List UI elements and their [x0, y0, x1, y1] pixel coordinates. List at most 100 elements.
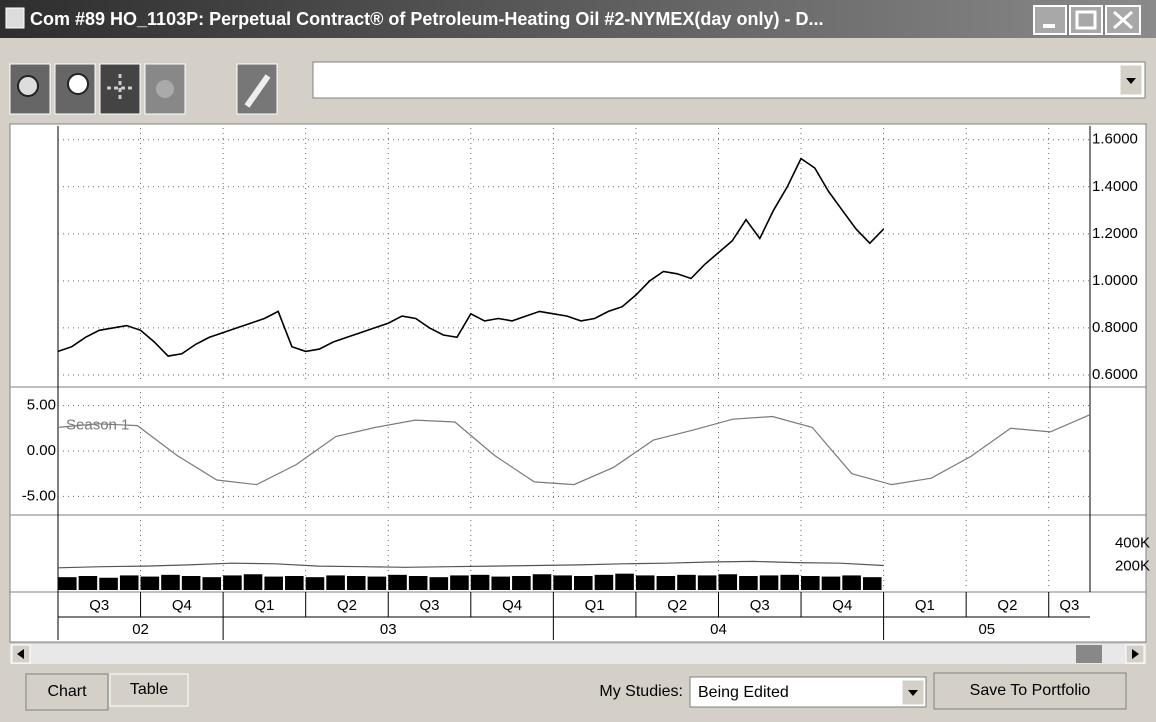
volume-bar	[264, 576, 283, 590]
series-line	[57, 560, 884, 569]
y-tick-label: 1.6000	[1092, 131, 1138, 148]
quarter-label: Q3	[1059, 597, 1079, 614]
volume-bar	[388, 574, 407, 590]
scroll-right-icon	[1132, 649, 1139, 659]
quarter-label: Q2	[667, 597, 687, 614]
volume-bar	[367, 576, 387, 590]
quarter-label: Q1	[915, 597, 935, 614]
volume-bar	[697, 575, 717, 590]
scroll-thumb[interactable]	[1076, 645, 1102, 663]
studies-icon	[156, 80, 174, 98]
volume-bar	[821, 576, 841, 590]
volume-bar	[243, 574, 263, 590]
zoom-in-button[interactable]	[54, 63, 96, 115]
quarter-label: Q2	[997, 597, 1017, 614]
volume-bar	[739, 576, 758, 590]
app-icon	[5, 7, 25, 29]
y-tick-label: 0.6000	[1092, 366, 1138, 383]
volume-bar	[759, 575, 779, 590]
volume-bar	[223, 575, 242, 590]
minimize-icon	[1043, 24, 1055, 28]
y-tick-label: 200K	[1115, 558, 1150, 575]
volume-bar	[862, 577, 882, 590]
volume-bar	[842, 575, 861, 590]
y-tick-label: 5.00	[27, 397, 56, 414]
volume-bar	[99, 577, 118, 590]
y-tick-label: 400K	[1115, 534, 1150, 551]
maximize-icon	[1075, 10, 1097, 30]
toolbar	[9, 61, 1146, 115]
quarter-label: Q3	[89, 597, 109, 614]
volume-bar	[553, 575, 572, 590]
quarter-label: Q3	[420, 597, 440, 614]
volume-bar	[78, 576, 98, 590]
year-label: 05	[978, 621, 995, 638]
studies-arrow-icon	[908, 690, 918, 696]
volume-bar	[202, 577, 222, 590]
volume-bar	[326, 575, 345, 590]
chart-tab-label: Chart	[47, 683, 87, 700]
window-controls	[1033, 5, 1141, 35]
y-tick-label: 0.8000	[1092, 319, 1138, 336]
save-button-label: Save To Portfolio	[970, 682, 1091, 699]
volume-bar	[408, 576, 428, 590]
maximize-button[interactable]	[1069, 5, 1103, 35]
quarter-label: Q3	[750, 597, 770, 614]
series-line	[57, 414, 1091, 486]
volume-bar	[285, 576, 304, 590]
volume-bar	[718, 574, 738, 590]
scrollbar	[10, 644, 1146, 664]
y-tick-label: 1.2000	[1092, 225, 1138, 242]
symbol-combo[interactable]	[312, 61, 1146, 99]
volume-bar	[346, 576, 366, 590]
volume-bar	[801, 576, 820, 590]
chart-frame	[9, 123, 1147, 643]
table-tab-label: Table	[130, 681, 168, 698]
save-button[interactable]	[933, 672, 1127, 710]
year-label: 02	[132, 621, 149, 638]
bottom-bar: Chart Table My Studies: Being Edited Sav…	[25, 672, 1127, 711]
volume-bar	[450, 575, 469, 590]
volume-bar	[181, 576, 201, 590]
quarter-label: Q4	[172, 597, 192, 614]
y-tick-label: 0.00	[27, 442, 56, 459]
volume-bar	[532, 574, 552, 590]
window-title: Com #89 HO_1103P: Perpetual Contract® of…	[30, 9, 823, 29]
volume-bar	[305, 577, 325, 590]
chart-tab[interactable]	[25, 673, 109, 711]
year-label: 04	[710, 621, 727, 638]
wrench-icon	[244, 74, 271, 108]
charts: 1.6000 1.4000 1.2000 1.0000 0.8000 0.6000 5.00…	[10, 126, 1150, 640]
crosshair-icon	[107, 74, 133, 100]
volume-bar	[574, 576, 593, 590]
scroll-track[interactable]	[10, 644, 1146, 664]
volume-bar	[656, 576, 676, 590]
volume-bar	[140, 576, 160, 590]
volume-bar	[58, 577, 77, 590]
studies-value: Being Edited	[698, 684, 789, 701]
volume-bar	[429, 577, 449, 590]
y-tick-label: -5.00	[22, 487, 56, 504]
combo-arrow-icon	[1126, 78, 1136, 84]
volume-bar	[780, 574, 799, 590]
title-bar	[0, 0, 1156, 38]
series-label: Season 1	[66, 416, 129, 433]
volume-bar	[594, 574, 614, 590]
volume-bar	[615, 573, 634, 590]
zoom-in-icon	[67, 73, 89, 95]
studies-label: My Studies:	[599, 683, 683, 700]
studies-combo[interactable]	[689, 676, 927, 708]
quarter-label: Q1	[585, 597, 605, 614]
series-line	[57, 157, 885, 357]
quarter-label: Q1	[254, 597, 274, 614]
scroll-left-icon	[17, 649, 24, 659]
table-tab[interactable]	[109, 673, 189, 707]
zoom-out-icon	[17, 75, 39, 97]
volume-bar	[512, 576, 531, 590]
quarter-label: Q4	[832, 597, 852, 614]
y-tick-label: 1.4000	[1092, 178, 1138, 195]
volume-bar	[119, 575, 139, 590]
volume-bar	[491, 576, 511, 590]
minimize-button[interactable]	[1033, 5, 1067, 35]
